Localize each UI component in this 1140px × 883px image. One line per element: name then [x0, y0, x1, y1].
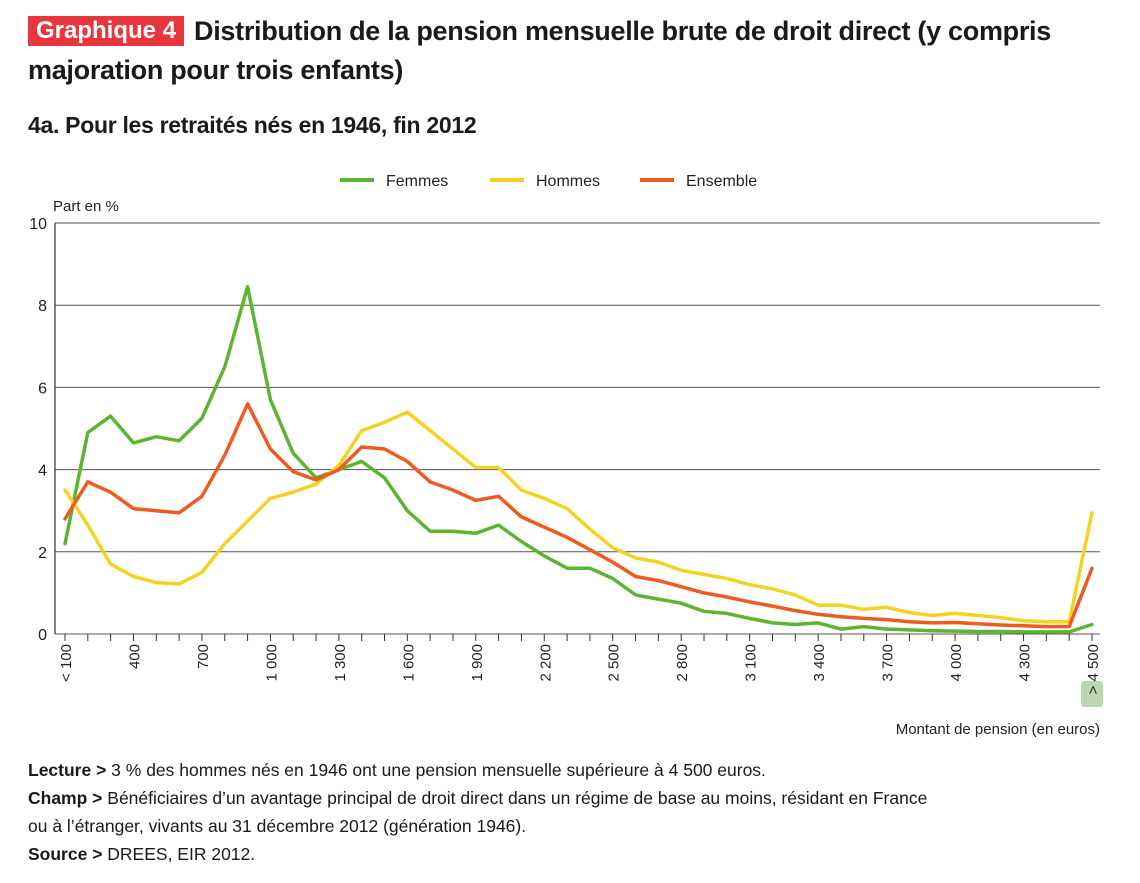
x-tick-label: < 100	[58, 644, 75, 682]
champ-note: Champ > Bénéficiaires d’un avantage prin…	[28, 784, 1108, 812]
figure-header: Graphique 4 Distribution de la pension me…	[28, 14, 1118, 92]
x-tick-label: 3 700	[880, 644, 897, 682]
y-tick-label: 8	[38, 298, 47, 315]
champ-text-2: ou à l’étranger, vivants au 31 décembre …	[28, 816, 527, 836]
x-tick-label: > 4 500	[1085, 644, 1102, 694]
x-tick-label: 1 000	[263, 644, 280, 682]
x-tick-label: 3 400	[811, 644, 828, 682]
legend-label-ensemble: Ensemble	[686, 173, 757, 190]
x-tick-label: 2 800	[674, 644, 691, 682]
y-axis-label: Part en %	[53, 198, 119, 215]
x-tick-label: 1 600	[400, 644, 417, 682]
last-bin-highlight	[1081, 681, 1103, 707]
source-text: DREES, EIR 2012.	[102, 844, 256, 864]
lecture-label: Lecture >	[28, 760, 107, 780]
x-tick-label: 4 300	[1017, 644, 1034, 682]
x-tick-label: 1 300	[332, 644, 349, 682]
y-tick-label: 2	[38, 545, 47, 562]
y-tick-label: 6	[38, 380, 47, 397]
y-tick-label: 0	[38, 627, 47, 644]
x-tick-label: 700	[195, 644, 212, 669]
y-tick-label: 10	[29, 216, 47, 233]
x-tick-label: 2 200	[537, 644, 554, 682]
figure-subtitle: 4a. Pour les retraités nés en 1946, fin …	[28, 112, 477, 138]
champ-label: Champ >	[28, 788, 103, 808]
series-line-femmes	[63, 284, 1094, 634]
series-line-hommes	[63, 410, 1094, 624]
source-note: Source > DREES, EIR 2012.	[28, 840, 1108, 868]
champ-note-continued: ou à l’étranger, vivants au 31 décembre …	[28, 812, 1108, 840]
figure-number-badge: Graphique 4	[28, 16, 185, 46]
x-tick-label: 400	[126, 644, 143, 669]
figure-notes: Lecture > 3 % des hommes nés en 1946 ont…	[28, 756, 1108, 868]
x-tick-label: 1 900	[469, 644, 486, 682]
x-axis-label: Montant de pension (en euros)	[896, 721, 1100, 738]
figure-title: Distribution de la pension mensuelle bru…	[28, 16, 1051, 85]
line-chart: 0 2 4 6 8 10 Part en % < 100 400 700 1 000 1 300 1 6…	[29, 173, 1103, 738]
x-tick-label: 2 500	[606, 644, 623, 682]
source-label: Source >	[28, 844, 103, 864]
x-tick-label: 4 000	[948, 644, 965, 682]
y-tick-label: 4	[38, 463, 47, 480]
series-line-ensemble	[63, 402, 1094, 629]
legend-label-hommes: Hommes	[536, 173, 600, 190]
lecture-text: 3 % des hommes nés en 1946 ont une pensi…	[106, 760, 766, 780]
lecture-note: Lecture > 3 % des hommes nés en 1946 ont…	[28, 756, 1108, 784]
x-tick-label: 3 100	[743, 644, 760, 682]
champ-text-1: Bénéficiaires d’un avantage principal de…	[102, 788, 928, 808]
legend-label-femmes: Femmes	[386, 173, 448, 190]
